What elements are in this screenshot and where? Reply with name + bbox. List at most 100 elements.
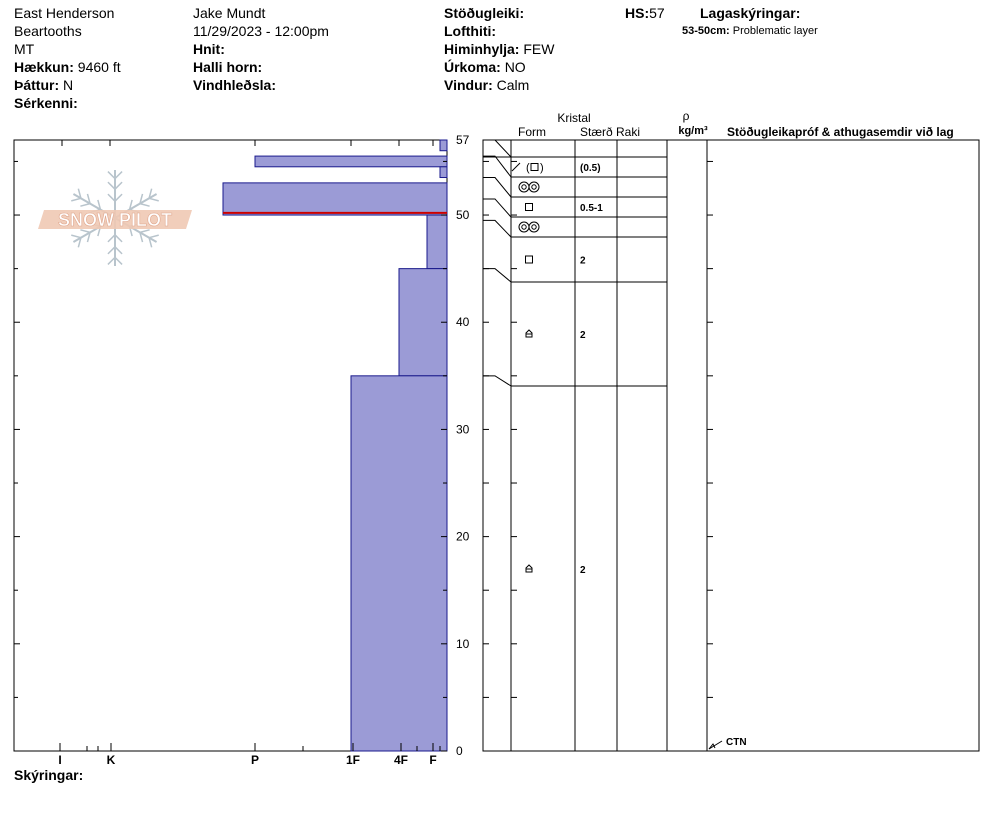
snowflake-branch [107,181,116,190]
depth-hoar-icon [525,329,533,338]
snowflake-branch [107,256,116,265]
grain-size-label: 0.5-1 [580,203,603,214]
melt-forms-icon [518,221,540,233]
crystal-header: Kristal [557,111,590,125]
snowpilot-logo: SNOW PILOT [38,170,192,266]
snowflake-branch [148,234,159,239]
size-header: Stærð [580,125,613,139]
snowflake-branch [114,256,123,265]
snowflake-branch [107,246,116,255]
tests-header: Stöðugleikapróf & athugasemdir við lag [727,125,954,139]
datetime: 11/29/2023 - 12:00pm [193,23,329,39]
snowflake-branch [107,234,116,243]
coords-label: Hnit: [193,41,225,57]
depth-tick-label: 57 [456,133,470,147]
depth-tick-label: 30 [456,422,470,436]
moisture-header: Raki [616,125,640,139]
stability-tests: CTN [708,737,747,750]
snowflake-branch [71,234,82,239]
wind-loading-label: Vindhleðsla: [193,77,276,93]
aspect-value: N [63,77,74,93]
hardness-bar [439,166,448,179]
grain-connector [483,155,512,178]
depth-tick-label: 20 [456,530,470,544]
precip-value: NO [504,59,526,75]
test-arrowhead [708,743,716,750]
mountain-range: Beartooths [14,23,82,39]
grain-size-label: (0.5) [580,163,601,174]
snowflake-branch [77,237,82,248]
elevation-label: Hækkun: [14,59,74,75]
state: MT [14,41,35,57]
hardness-bars [222,139,448,752]
hardness-bar [254,155,448,168]
snowflake-branch [107,193,116,202]
test-leader [708,740,723,750]
hardness-tick-label: K [107,753,116,767]
snowflake-branch [139,193,144,204]
sky-value: FEW [523,41,555,57]
snowflake-branch [114,234,123,243]
hardness-tick-label: P [251,753,259,767]
sky-label: Himinhylja: [444,41,520,57]
grain-size-label: 2 [580,330,586,341]
hs-label: HS: [625,5,650,21]
depth-tick-label: 40 [456,315,470,329]
snowflake-branch [97,199,102,210]
snowflake-branch [139,202,150,207]
grain-size-label: 2 [580,256,586,267]
snowflake-branch [114,171,123,180]
snowflake-branch [114,181,123,190]
snowflake-branch [114,246,123,255]
density-unit: kg/m³ [678,125,708,137]
snowflake-branch [107,171,116,180]
grain-connector [483,219,512,238]
elevation: Hækkun: 9460 ft [14,58,121,76]
features-label: Sérkenni: [14,95,78,111]
observer: Jake Mundt [193,5,266,21]
sky-cover: Himinhylja: FEW [444,40,554,58]
aspect: Þáttur: N [14,76,73,94]
grain-connector [483,375,512,387]
grain-size-label: 2 [580,565,586,576]
aspect-label: Þáttur: [14,77,60,93]
stability-label: Stöðugleiki: [444,5,525,21]
logo-text: SNOW PILOT [58,210,172,230]
svg-text:(: ( [526,162,530,174]
snowflake-branch [114,193,123,202]
layer-note-text: Problematic layer [732,25,818,37]
table-depth-ticks [483,160,713,698]
test-label: CTN [726,737,747,748]
snowflake-branch [139,232,144,243]
logo-banner [38,210,192,229]
melt-forms-icon [518,181,540,193]
snowflake-branch [148,197,159,202]
elevation-value: 9460 ft [77,59,121,75]
depth-tick-label: 10 [456,637,470,651]
hardness-bar [398,268,448,377]
hardness-bar [439,139,448,152]
depth-tick-label: 50 [456,208,470,222]
form-header: Form [518,125,546,139]
depth-tick-label: 0 [456,744,463,758]
snowflake-branch [80,229,91,234]
grain-rows: () (0.5) 0.5-1 2 2 2 [483,139,667,576]
wind-value: Calm [496,77,530,93]
wind-label: Vindur: [444,77,493,93]
decomposing-to-facet-icon: () [511,162,544,174]
snowflake-branch [148,188,153,199]
snowflake-branch [148,237,153,248]
hardness-tick-label: F [429,753,436,767]
location: East Henderson [14,5,115,21]
snowflake-branch [80,202,91,207]
hardness-bar [350,375,448,752]
grain-table-frame [482,139,980,752]
snow-height: HS:57 [625,4,665,22]
snowflake-branch [71,197,82,202]
hardness-tick-label: 1F [346,753,360,767]
hs-value: 57 [649,5,665,21]
precip-label: Úrkoma: [444,59,501,75]
hardness-tick-label: 4F [394,753,408,767]
density-symbol: ρ [683,109,690,123]
depth-hoar-icon [525,564,533,573]
